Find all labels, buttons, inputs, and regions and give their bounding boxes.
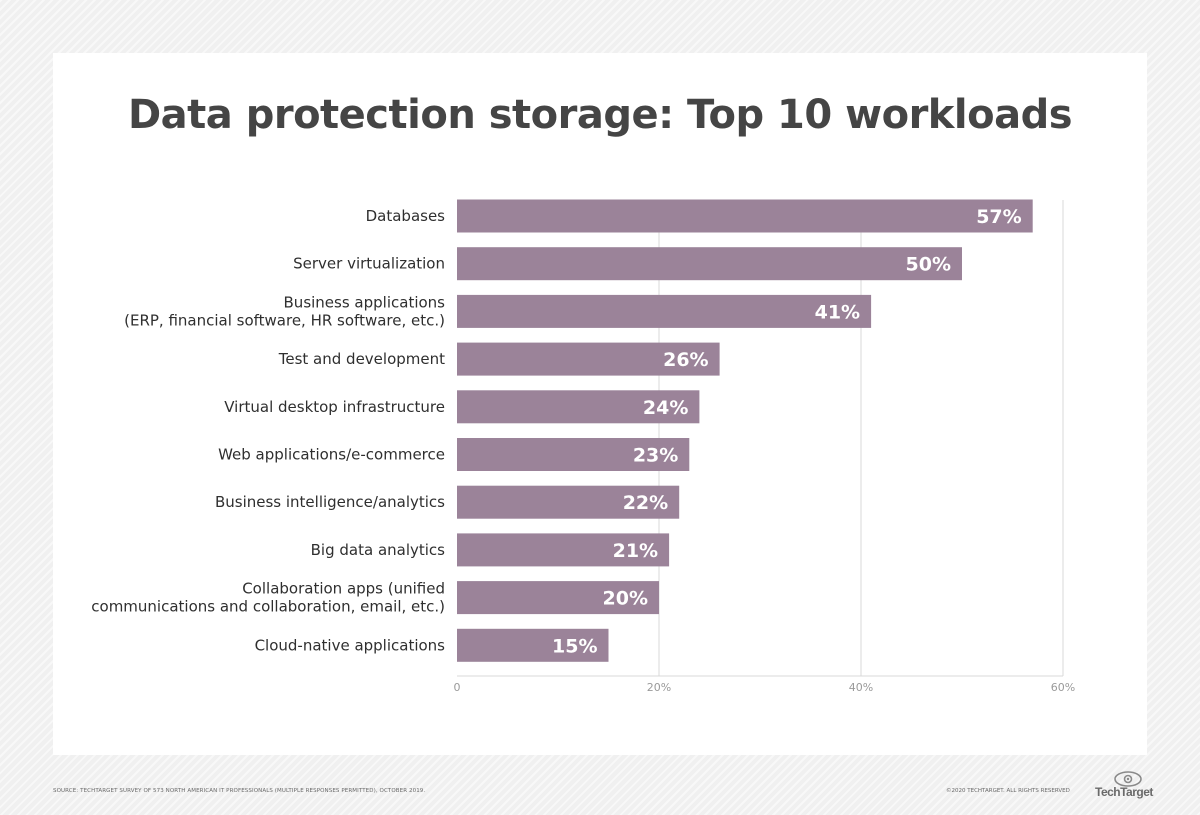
bar [457, 199, 1033, 233]
category-label: Cloud-native applications [255, 636, 446, 654]
x-tick-label: 40% [849, 681, 873, 694]
category-label: Server virtualization [293, 255, 445, 273]
bar [457, 628, 609, 662]
category-label: Big data analytics [311, 541, 446, 559]
category-label: Web applications/e-commerce [218, 446, 445, 464]
logo-wordmark: TechTarget [1095, 785, 1153, 799]
category-label: Test and development [278, 350, 445, 368]
bar-value-label: 26% [663, 349, 708, 371]
bar [457, 438, 690, 471]
source-note: SOURCE: TECHTARGET SURVEY OF 573 NORTH A… [53, 788, 426, 794]
bar-value-label: 41% [815, 301, 860, 323]
category-label: Business applications [284, 293, 446, 311]
bar [457, 390, 700, 424]
bar [457, 485, 680, 519]
techtarget-logo: TechTarget [1095, 770, 1153, 800]
bar-value-label: 15% [552, 635, 597, 657]
bar [457, 247, 962, 281]
category-label: Business intelligence/analytics [215, 493, 445, 511]
x-tick-label: 60% [1051, 681, 1075, 694]
x-tick-label: 0 [454, 681, 461, 694]
bar-value-label: 22% [623, 492, 668, 514]
category-label: communications and collaboration, email,… [91, 598, 445, 616]
bar-value-label: 20% [603, 588, 648, 610]
bar-value-label: 50% [906, 254, 951, 276]
bar-value-label: 57% [976, 206, 1021, 228]
x-tick-label: 20% [647, 681, 671, 694]
bar [457, 342, 720, 376]
copyright-note: ©2020 TECHTARGET. ALL RIGHTS RESERVED [946, 788, 1070, 794]
bar [457, 581, 659, 615]
bar [457, 294, 872, 328]
eye-logo-icon [1114, 771, 1142, 787]
category-label: Databases [366, 207, 446, 225]
bar [457, 533, 670, 567]
bar-value-label: 24% [643, 397, 688, 419]
bar-value-label: 21% [613, 540, 658, 562]
category-label: (ERP, financial software, HR software, e… [124, 311, 445, 329]
chart-title: Data protection storage: Top 10 workload… [127, 92, 1073, 138]
category-label: Collaboration apps (unified [242, 580, 445, 598]
category-label: Virtual desktop infrastructure [224, 398, 445, 416]
bar-value-label: 23% [633, 445, 678, 467]
